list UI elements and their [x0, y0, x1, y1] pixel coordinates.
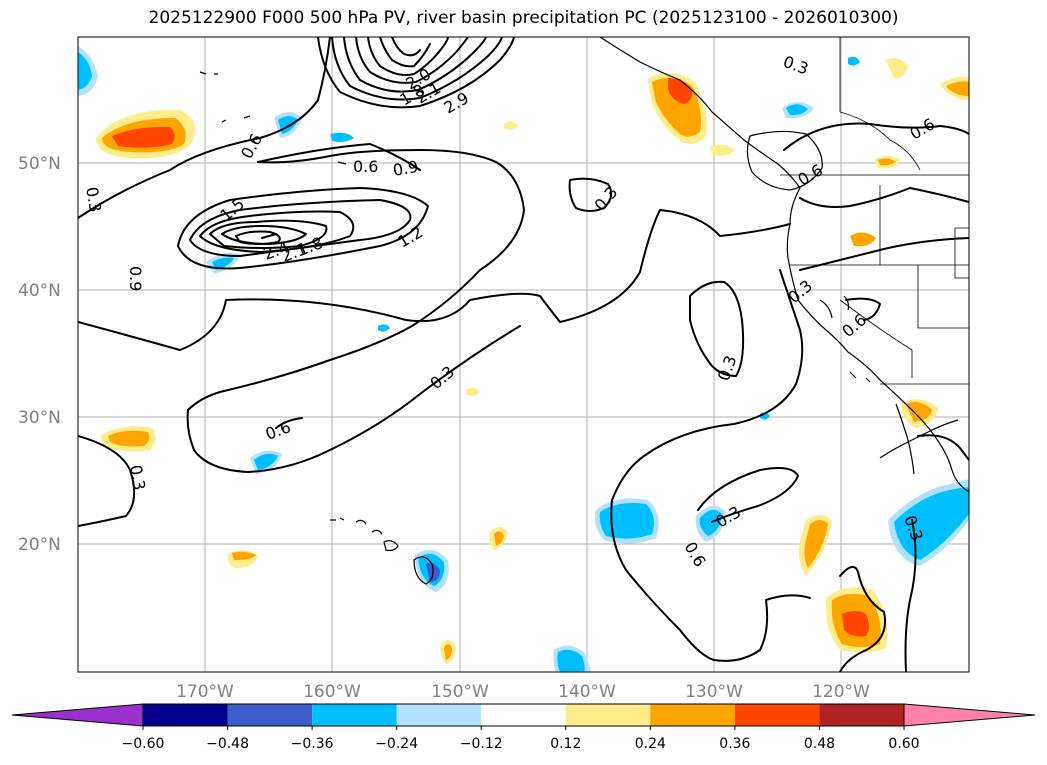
contour-label: 0.9 — [126, 266, 145, 291]
colorbar-segment — [227, 704, 313, 726]
contour-label: 0.9 — [391, 157, 419, 180]
lon-label-170w: 170°W — [176, 682, 234, 702]
map-frame — [77, 36, 970, 673]
colorbar: −0.60 −0.48 −0.36 −0.24 −0.12 0.12 0.24 0.36 0.4… — [11, 703, 1036, 752]
colorbar-tick-label: −0.24 — [375, 736, 418, 752]
colorbar-segment — [312, 704, 397, 726]
contour-label: 0.3 — [82, 185, 105, 213]
lat-label-50n: 50°N — [18, 154, 61, 174]
lat-label-40n: 40°N — [18, 281, 61, 301]
lon-label-160w: 160°W — [303, 682, 361, 702]
contour-label: 0.6 — [353, 157, 378, 176]
coastlines — [199, 37, 969, 585]
colorbar-tick-label: −0.48 — [206, 736, 249, 752]
colorbar-tick-label: −0.60 — [122, 736, 165, 752]
map-area — [78, 37, 969, 672]
colorbar-ticks: −0.60 −0.48 −0.36 −0.24 −0.12 0.12 0.24 0.36 0.4… — [122, 726, 920, 752]
colorbar-segment — [481, 704, 566, 726]
political-borders — [780, 37, 969, 385]
colorbar-tick-label: −0.12 — [460, 736, 503, 752]
colorbar-segments — [11, 703, 1036, 727]
contour-label: 0.3 — [126, 463, 149, 491]
colorbar-tick-label: 0.12 — [550, 736, 581, 752]
gridlines — [78, 37, 969, 672]
lat-label-20n: 20°N — [18, 535, 61, 555]
colorbar-segment — [143, 704, 228, 726]
longitude-axis: 170°W 160°W 150°W 140°W 130°W 120°W — [176, 682, 870, 702]
latitude-axis: 50°N 40°N 30°N 20°N — [18, 154, 61, 555]
lon-label-130w: 130°W — [685, 682, 743, 702]
lon-label-140w: 140°W — [558, 682, 616, 702]
chart-title: 2025122900 F000 500 hPa PV, river basin … — [148, 8, 899, 28]
colorbar-segment — [396, 704, 482, 726]
colorbar-tick-label: 0.36 — [719, 736, 750, 752]
colorbar-extend-high — [903, 703, 1036, 727]
colorbar-segment — [565, 704, 651, 726]
lat-label-30n: 30°N — [18, 408, 61, 428]
colorbar-extend-low — [11, 703, 144, 727]
pv-contours — [78, 37, 969, 672]
lon-label-150w: 150°W — [431, 682, 489, 702]
colorbar-tick-label: −0.36 — [291, 736, 334, 752]
colorbar-tick-label: 0.48 — [804, 736, 835, 752]
colorbar-frame — [142, 703, 905, 727]
colorbar-segment — [819, 704, 904, 726]
colorbar-segment — [734, 704, 820, 726]
colorbar-tick-label: 0.60 — [888, 736, 919, 752]
colorbar-tick-label: 0.24 — [635, 736, 666, 752]
colorbar-segment — [650, 704, 735, 726]
lon-label-120w: 120°W — [812, 682, 870, 702]
